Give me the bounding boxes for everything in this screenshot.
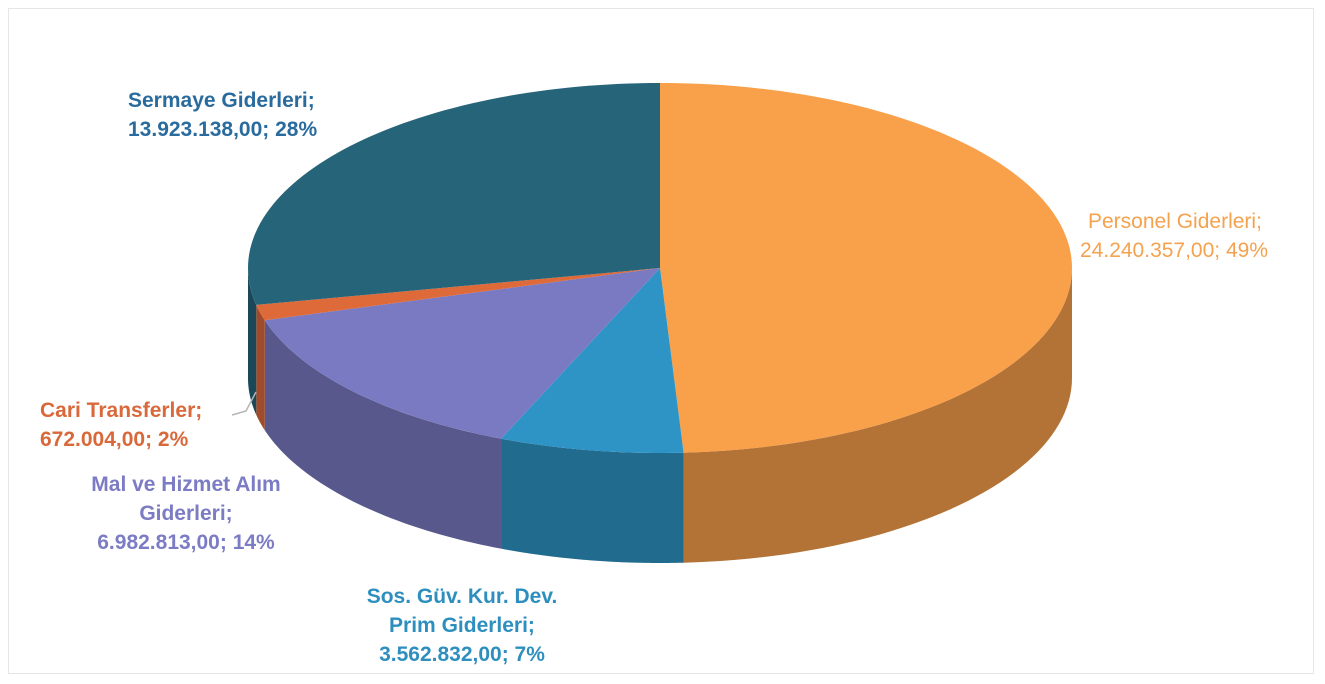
leader-lines <box>231 391 257 416</box>
pie-side-sos-g-v-kur-dev-prim-giderleri <box>501 438 684 563</box>
label-sos-value: 3.562.832,00; 7% <box>379 643 545 666</box>
pie-slice-sos-g-v-kur-dev-prim-giderleri <box>501 268 684 453</box>
label-personel-giderleri: Personel Giderleri; 24.240.357,00; 49% <box>1080 207 1268 265</box>
label-personel-value: 24.240.357,00; 49% <box>1080 239 1268 262</box>
pie-sides <box>248 268 1072 563</box>
label-sos-line2: Prim Giderleri; <box>389 614 535 637</box>
label-mal-ve-hizmet-alim-giderleri: Mal ve Hizmet Alım Giderleri; 6.982.813,… <box>72 470 300 557</box>
label-personel-name: Personel Giderleri; <box>1088 210 1262 233</box>
pie-slice-cari-transferler <box>256 268 660 321</box>
label-cari-transferler: Cari Transferler; 672.004,00; 2% <box>40 396 202 454</box>
label-cari-name: Cari Transferler; <box>40 399 203 422</box>
pie-slice-mal-ve-hizmet-al-m-giderleri <box>264 268 660 439</box>
pie-tops <box>248 83 1072 453</box>
pie-side-mal-ve-hizmet-al-m-giderleri <box>264 320 502 549</box>
label-mal-line1: Mal ve Hizmet Alım <box>91 473 281 496</box>
label-sos-guv-kur-dev-prim-giderleri: Sos. Güv. Kur. Dev. Prim Giderleri; 3.56… <box>344 582 580 669</box>
label-sos-line1: Sos. Güv. Kur. Dev. <box>366 585 558 608</box>
pie-side-cari-transferler <box>256 304 265 431</box>
label-mal-value: 6.982.813,00; 14% <box>97 531 275 554</box>
pie-side-sermaye-giderleri <box>248 268 257 415</box>
leader-line-cari-transferler <box>231 391 257 416</box>
label-sermaye-name: Sermaye Giderleri; <box>128 89 315 112</box>
pie-slice-sermaye-giderleri <box>248 83 660 305</box>
label-sermaye-giderleri: Sermaye Giderleri; 13.923.138,00; 28% <box>128 86 317 144</box>
pie-slice-personel-giderleri <box>660 83 1072 453</box>
label-sermaye-value: 13.923.138,00; 28% <box>128 118 318 141</box>
pie-side-personel-giderleri <box>683 268 1072 563</box>
label-mal-line2: Giderleri; <box>139 502 233 525</box>
label-cari-value: 672.004,00; 2% <box>40 428 189 451</box>
